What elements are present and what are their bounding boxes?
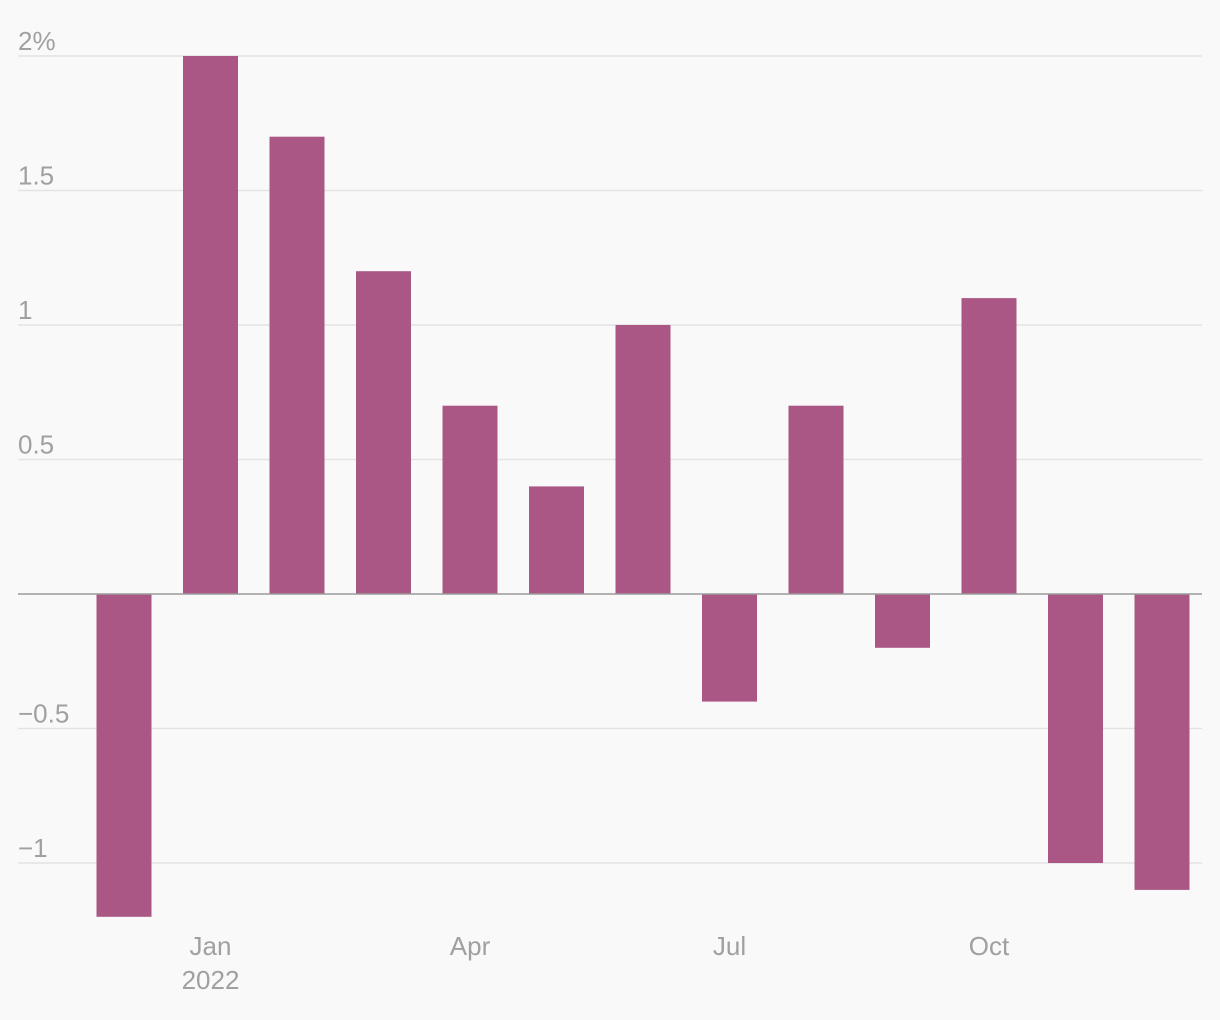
bar-mar-2022 [356, 271, 411, 594]
bar-sep-2022 [875, 594, 930, 648]
y-tick-label: 1.5 [18, 161, 54, 191]
bar-dec-2021 [96, 594, 152, 917]
bar-jun-2022 [615, 325, 671, 594]
bar-dec-2022 [1134, 594, 1190, 890]
x-axis-tick-labels: Jan 2022 Apr Jul Oct [182, 931, 1010, 995]
x-tick-label: Oct [969, 931, 1010, 961]
x-tick-label: Apr [450, 931, 491, 961]
y-tick-label: −0.5 [18, 699, 69, 729]
bar-feb-2022 [269, 136, 325, 594]
y-tick-label: 0.5 [18, 430, 54, 460]
bar-oct-2022 [961, 298, 1017, 594]
y-axis-tick-labels: 2% 1.5 1 0.5 −0.5 −1 [18, 26, 69, 863]
bar-may-2022 [529, 486, 584, 594]
bar-jul-2022 [702, 594, 757, 702]
bar-nov-2022 [1048, 594, 1103, 863]
x-tick-label: Jan [190, 931, 232, 961]
bars [96, 56, 1190, 917]
y-tick-label: 2% [18, 26, 56, 56]
x-tick-label: Jul [713, 931, 746, 961]
bar-jan-2022 [183, 56, 238, 594]
y-tick-label: −1 [18, 833, 48, 863]
x-tick-sublabel: 2022 [182, 965, 240, 995]
bar-apr-2022 [442, 405, 498, 594]
bar-aug-2022 [788, 405, 844, 594]
y-tick-label: 1 [18, 295, 32, 325]
